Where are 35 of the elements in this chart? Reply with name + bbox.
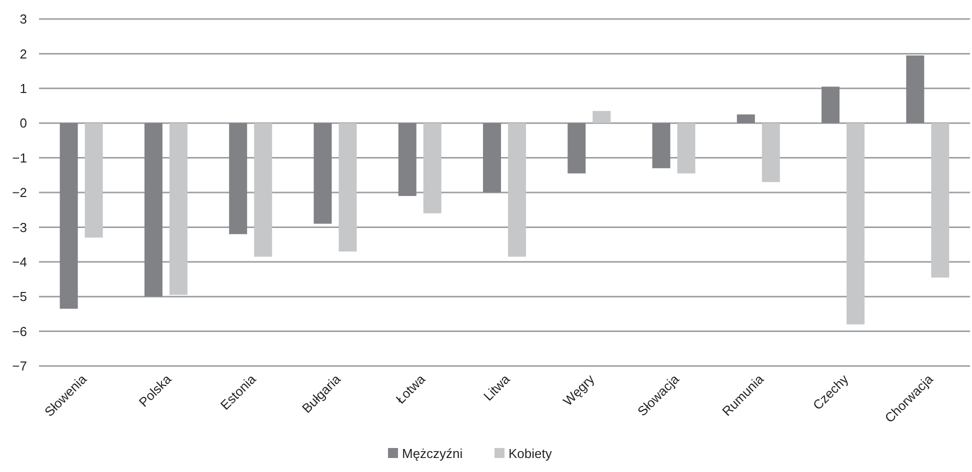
y-tick-label: −3 (12, 220, 27, 235)
y-tick-label: 0 (20, 116, 27, 131)
bar (568, 123, 586, 174)
bar (846, 123, 865, 324)
bar (423, 123, 442, 214)
bar (169, 123, 188, 295)
y-tick-label: 3 (20, 12, 27, 27)
bar (314, 123, 332, 224)
legend-label: Kobiety (508, 446, 552, 461)
bar (144, 123, 162, 297)
y-tick-label: −1 (12, 150, 27, 166)
bar (398, 123, 416, 196)
bar (229, 123, 248, 234)
y-tick-label: −6 (12, 324, 27, 339)
bar (822, 86, 840, 124)
bar (762, 123, 780, 182)
bar (592, 110, 611, 124)
y-tick-label: −7 (12, 358, 27, 374)
y-tick-label: −4 (12, 254, 27, 270)
y-tick-label: 1 (20, 80, 27, 96)
y-tick-label: −2 (12, 185, 27, 200)
bar (508, 123, 526, 257)
bar (483, 123, 501, 192)
bar (677, 123, 696, 174)
bar (652, 123, 670, 168)
y-tick-label: 2 (20, 46, 27, 62)
bar (60, 123, 78, 309)
bar (338, 123, 357, 252)
bar (736, 114, 755, 124)
legend-label: Mężczyźni (402, 446, 463, 461)
bar (84, 123, 103, 238)
bar (254, 123, 272, 257)
bar (906, 55, 924, 124)
y-tick-label: −5 (12, 289, 27, 304)
bar (931, 123, 950, 278)
